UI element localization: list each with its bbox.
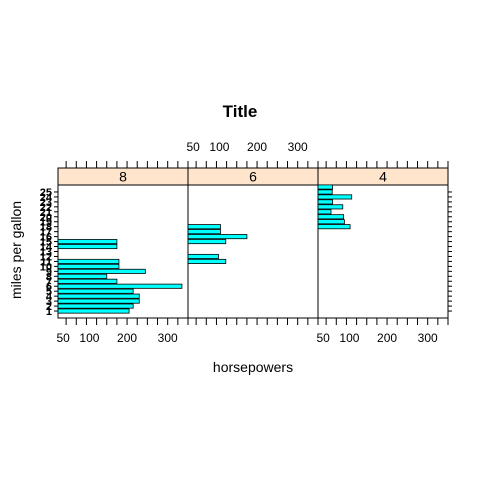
chart-title: Title [223,102,258,121]
y-tick-label: 5 [46,286,52,298]
y-tick-label: 1 [46,306,52,318]
bar-8-3 [57,298,140,304]
bar-4-26 [317,184,334,190]
bar-6-16 [187,234,248,240]
y-tick-label: 6 [46,281,52,293]
bar-6-15 [187,239,227,245]
y-tick-label: 23 [40,197,52,209]
bar-8-4 [57,293,140,299]
strip-label-4: 4 [379,169,387,185]
bar-8-9 [57,268,146,274]
bar-4-18 [317,224,351,230]
bar-4-22 [317,204,344,210]
bar-4-23 [317,199,334,205]
strip-label-6: 6 [249,169,257,185]
x-tick-label-bottom: 200 [117,331,137,345]
bar-8-1 [57,308,130,314]
y-tick-label: 8 [46,271,52,283]
y-tick-label: 7 [46,276,52,288]
y-tick-label: 17 [40,227,52,239]
bar-8-11 [57,258,120,264]
y-tick-label: 11 [40,256,52,268]
x-tick-label-bottom: 50 [316,331,330,345]
bar-6-17 [187,229,221,235]
y-axis-label: miles per gallon [8,201,24,299]
y-tick-label: 25 [40,187,52,199]
y-tick-label: 12 [40,251,52,263]
bar-8-5 [57,288,134,294]
x-tick-label-top: 50 [186,140,200,154]
x-tick-label-top: 300 [288,140,308,154]
bar-4-25 [317,189,333,195]
x-tick-label-bottom: 300 [418,331,438,345]
y-tick-label: 10 [40,261,52,273]
bar-8-8 [57,273,108,279]
strip-label-8: 8 [119,169,127,185]
x-tick-label-bottom: 200 [377,331,397,345]
y-tick-label: 9 [46,266,52,278]
y-tick-label: 14 [40,242,53,254]
bar-8-2 [57,303,134,309]
y-tick-label: 13 [40,247,52,259]
y-tick-label: 2 [46,301,52,313]
y-tick-label: 22 [40,202,52,214]
x-tick-label-top: 200 [247,140,267,154]
x-tick-label-bottom: 100 [339,331,359,345]
x-axis-label: horsepowers [213,359,293,375]
y-tick-label: 18 [40,222,52,234]
y-tick-label: 4 [46,291,53,303]
bar-8-14 [57,244,118,250]
x-tick-label-bottom: 50 [56,331,70,345]
bar-6-12 [187,253,219,259]
bar-4-24 [317,194,353,200]
y-tick-label: 24 [40,192,53,204]
bar-4-19 [317,219,345,225]
y-tick-label: 3 [46,296,52,308]
bar-6-18 [187,224,221,230]
y-tick-label: 16 [40,232,52,244]
panel-frame-6 [187,184,319,319]
x-tick-label-bottom: 300 [158,331,178,345]
bar-8-15 [57,239,118,245]
bar-6-11 [187,258,227,264]
bar-8-6 [57,283,183,289]
bar-4-21 [317,209,332,215]
bar-4-20 [317,214,344,220]
y-tick-label: 20 [40,212,52,224]
x-tick-label-bottom: 100 [79,331,99,345]
bar-8-7 [57,278,118,284]
y-tick-label: 19 [40,217,52,229]
bar-8-10 [57,263,120,269]
x-tick-label-top: 100 [209,140,229,154]
y-tick-label: 21 [40,207,52,219]
y-tick-label: 15 [40,237,52,249]
